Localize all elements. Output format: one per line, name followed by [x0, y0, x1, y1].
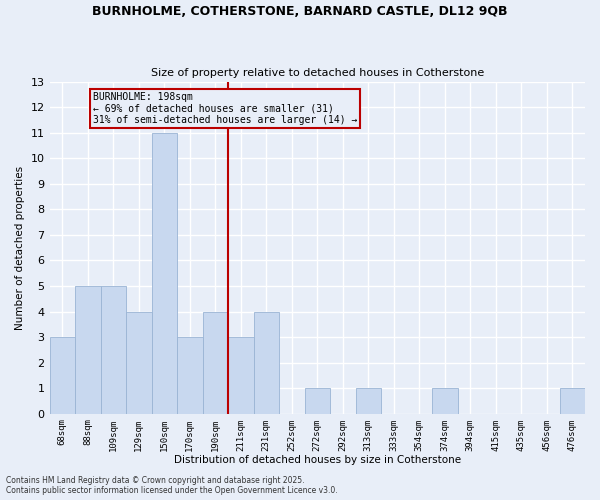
- Bar: [152, 132, 177, 414]
- Text: Contains HM Land Registry data © Crown copyright and database right 2025.
Contai: Contains HM Land Registry data © Crown c…: [6, 476, 338, 495]
- Bar: [75, 286, 101, 414]
- Bar: [305, 388, 330, 413]
- Bar: [432, 388, 458, 413]
- Bar: [101, 286, 126, 414]
- Text: BURNHOLME: 198sqm
← 69% of detached houses are smaller (31)
31% of semi-detached: BURNHOLME: 198sqm ← 69% of detached hous…: [93, 92, 357, 125]
- Bar: [356, 388, 381, 413]
- Text: BURNHOLME, COTHERSTONE, BARNARD CASTLE, DL12 9QB: BURNHOLME, COTHERSTONE, BARNARD CASTLE, …: [92, 5, 508, 18]
- Bar: [50, 337, 75, 413]
- Bar: [254, 312, 279, 414]
- Bar: [177, 337, 203, 413]
- Y-axis label: Number of detached properties: Number of detached properties: [15, 166, 25, 330]
- X-axis label: Distribution of detached houses by size in Cotherstone: Distribution of detached houses by size …: [174, 455, 461, 465]
- Bar: [228, 337, 254, 413]
- Bar: [203, 312, 228, 414]
- Title: Size of property relative to detached houses in Cotherstone: Size of property relative to detached ho…: [151, 68, 484, 78]
- Bar: [126, 312, 152, 414]
- Bar: [560, 388, 585, 413]
